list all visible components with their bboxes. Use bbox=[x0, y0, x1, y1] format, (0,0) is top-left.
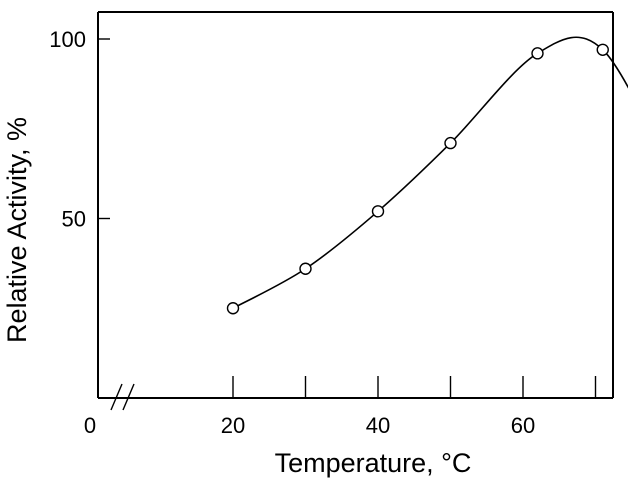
data-point bbox=[226, 302, 240, 315]
y-tick-label: 100 bbox=[49, 27, 86, 52]
y-tick-labels: 50 100 bbox=[49, 27, 86, 232]
plot-frame bbox=[97, 11, 614, 399]
data-point bbox=[371, 205, 385, 218]
x-axis-label: Temperature, °C bbox=[275, 448, 472, 478]
x-origin-label: 0 bbox=[84, 413, 96, 438]
x-tick-labels: 20406080 bbox=[221, 413, 535, 438]
data-point bbox=[299, 262, 312, 275]
x-tick-label: 20 bbox=[221, 413, 245, 438]
x-tick-label: 40 bbox=[366, 413, 390, 438]
data-markers bbox=[226, 43, 609, 315]
y-ticks bbox=[98, 38, 110, 220]
data-point bbox=[531, 47, 544, 60]
axis-break-mark bbox=[122, 383, 135, 411]
y-axis-label: Relative Activity, % bbox=[2, 117, 32, 343]
activity-curve bbox=[232, 36, 628, 309]
axis-break-marks bbox=[110, 383, 135, 411]
axis-break-mark bbox=[110, 383, 123, 411]
data-point bbox=[596, 43, 609, 56]
data-point bbox=[444, 136, 457, 150]
x-ticks bbox=[232, 376, 597, 398]
x-tick-label: 60 bbox=[511, 413, 535, 438]
y-tick-label: 50 bbox=[62, 207, 86, 232]
